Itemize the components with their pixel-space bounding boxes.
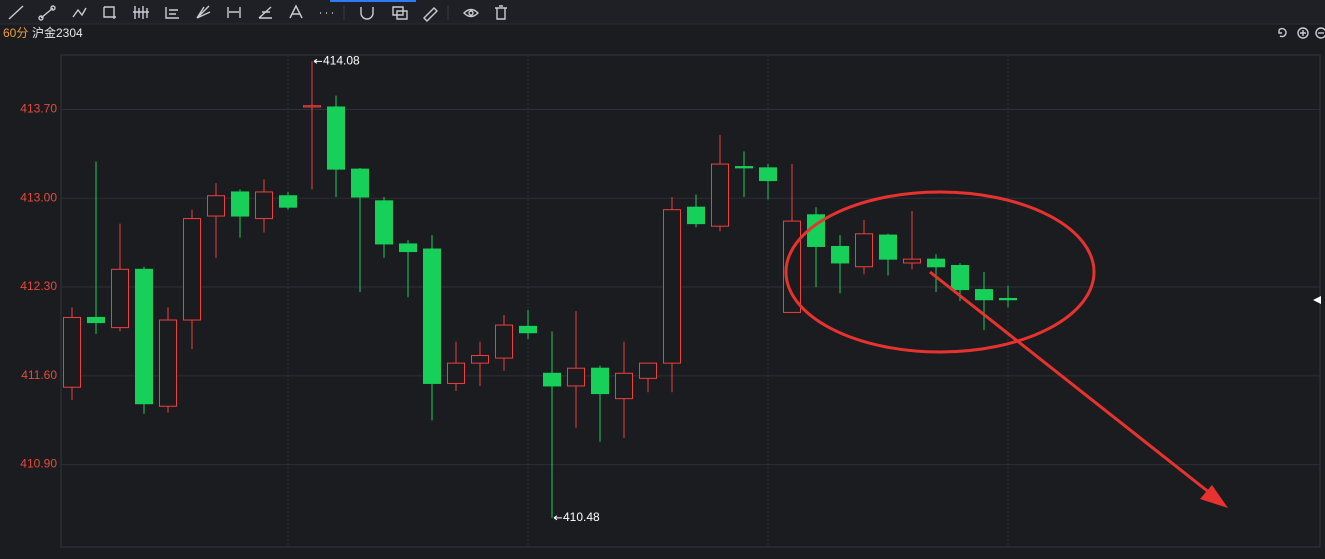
candle-body — [423, 248, 441, 384]
candle-body — [111, 268, 129, 329]
candle-body — [951, 264, 969, 291]
candle-body — [903, 258, 921, 264]
annotation-arrowhead — [1200, 485, 1228, 508]
candle-body — [87, 316, 105, 324]
candle-body — [303, 105, 321, 108]
candle-body — [135, 268, 153, 405]
candle-body — [591, 367, 609, 395]
candle-body — [999, 297, 1017, 301]
candle-body — [759, 167, 777, 182]
candle-body — [231, 191, 249, 217]
candle-body — [519, 325, 537, 334]
last-price-marker — [1313, 296, 1321, 304]
header-icons[interactable] — [1278, 27, 1325, 39]
candle-body — [327, 106, 345, 170]
candle-body — [447, 362, 465, 384]
tab-highlight — [330, 0, 416, 2]
candle-body — [63, 316, 81, 388]
period: 60分 — [3, 26, 28, 40]
candle-body — [687, 206, 705, 225]
y-tick-label: 413.00 — [20, 190, 57, 204]
candle-body — [615, 372, 633, 400]
y-tick-label: 412.30 — [20, 279, 57, 293]
extreme-pointer — [553, 515, 562, 521]
candle-body — [279, 195, 297, 208]
candle-body — [543, 372, 561, 387]
candle-body — [159, 319, 177, 407]
candle-body — [831, 245, 849, 264]
toolbar-icons[interactable] — [8, 4, 507, 22]
candle-body — [639, 362, 657, 379]
toolbar — [0, 0, 1325, 24]
candle-body — [711, 163, 729, 227]
candle-body — [471, 355, 489, 364]
candle-body — [927, 258, 945, 268]
candle-body — [255, 191, 273, 220]
y-tick-label: 413.70 — [20, 102, 57, 116]
candle-body — [663, 209, 681, 364]
annotation-arrow — [929, 270, 1216, 499]
candle-body — [183, 218, 201, 321]
annotation-ellipse — [784, 190, 1096, 354]
extreme-label: 410.48 — [563, 510, 600, 524]
candle-body — [495, 324, 513, 359]
extreme-pointer — [313, 58, 322, 64]
candle-body — [351, 168, 369, 198]
candle-body — [855, 233, 873, 268]
candle-body — [735, 166, 753, 169]
candle-body — [567, 367, 585, 387]
y-tick-label: 410.90 — [20, 457, 57, 471]
candle-body — [879, 234, 897, 260]
candle-body — [375, 200, 393, 245]
y-tick-label: 411.60 — [21, 368, 57, 382]
extreme-label: 414.08 — [323, 54, 360, 68]
candle-body — [207, 195, 225, 217]
candle-body — [975, 289, 993, 301]
candle-body — [399, 243, 417, 253]
symbol: 沪金2304 — [32, 25, 83, 40]
